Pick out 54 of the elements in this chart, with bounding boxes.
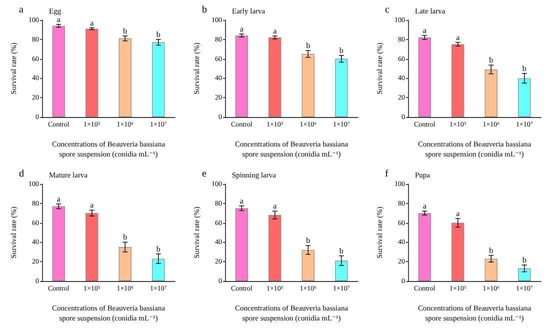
bar <box>152 42 165 117</box>
annotation: a <box>90 18 94 28</box>
chart-title: b <box>202 4 207 16</box>
annotation: a <box>422 202 427 211</box>
bar <box>52 206 65 281</box>
bar <box>418 213 431 281</box>
chart-title: a <box>19 4 24 16</box>
bar <box>484 258 498 281</box>
annotation: a <box>90 200 94 210</box>
annotation: a <box>273 26 278 36</box>
annotation: a <box>56 194 61 204</box>
bar <box>484 69 498 117</box>
annotation: b <box>489 246 494 255</box>
annotation: b <box>339 46 344 55</box>
bar <box>152 258 165 281</box>
annotation: b <box>123 232 128 242</box>
bar <box>335 260 348 281</box>
annotation: b <box>156 30 160 39</box>
bar <box>86 213 98 281</box>
annotation: b <box>522 64 526 73</box>
annotation: a <box>56 14 61 24</box>
annotation: b <box>123 26 128 36</box>
chart-title: f <box>385 168 389 180</box>
annotation: a <box>240 24 244 34</box>
annotation: b <box>156 244 160 254</box>
annotation: b <box>306 41 310 50</box>
bar <box>235 208 248 281</box>
bar <box>235 36 248 117</box>
bar <box>518 78 531 117</box>
bar <box>335 58 348 117</box>
chart-title: e <box>202 168 207 180</box>
bar <box>518 268 531 281</box>
bar <box>118 247 132 281</box>
bar <box>268 37 282 117</box>
bar <box>118 38 132 117</box>
annotation: b <box>489 56 494 65</box>
chart-title: d <box>19 168 24 180</box>
annotation: b <box>306 236 310 246</box>
annotation: a <box>273 202 278 211</box>
chart-title: c <box>385 4 390 16</box>
annotation: a <box>240 196 244 206</box>
bar <box>268 215 282 281</box>
bar <box>452 222 464 281</box>
annotation: a <box>456 208 460 218</box>
annotation: b <box>522 255 526 264</box>
annotation: b <box>339 246 344 256</box>
bar <box>418 37 431 117</box>
bar <box>302 54 314 117</box>
bar <box>452 44 464 117</box>
bar <box>52 26 65 117</box>
annotation: a <box>456 32 460 42</box>
bar <box>86 28 98 117</box>
annotation: a <box>422 26 427 36</box>
bar <box>302 250 314 281</box>
